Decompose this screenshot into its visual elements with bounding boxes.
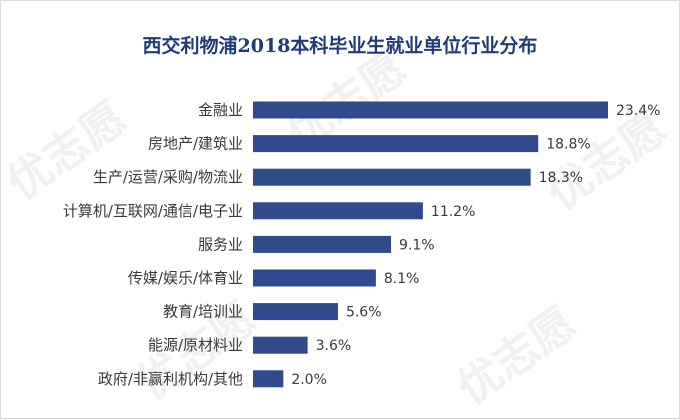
bar [253, 269, 376, 287]
data-label: 23.4% [616, 103, 660, 119]
data-label: 3.6% [316, 338, 352, 354]
watermark: 优志愿 [538, 103, 675, 220]
bar [253, 168, 531, 186]
category-label: 金融业 [198, 101, 243, 119]
data-label: 9.1% [399, 237, 435, 253]
data-label: 11.2% [431, 204, 475, 220]
bar [253, 135, 539, 153]
data-label: 18.3% [539, 170, 583, 186]
category-label: 能源/原材料业 [148, 336, 243, 354]
category-label: 政府/非赢利机构/其他 [98, 370, 243, 388]
category-label: 服务业 [198, 235, 243, 253]
watermark: 优志愿 [1, 93, 135, 210]
data-label: 8.1% [384, 271, 420, 287]
data-label: 5.6% [346, 305, 382, 321]
bar [253, 303, 338, 321]
chart-title: 西交利物浦2018本科毕业生就业单位行业分布 [142, 35, 538, 57]
data-label: 18.8% [546, 137, 590, 153]
watermark: 优志愿 [448, 298, 585, 415]
bar [253, 370, 284, 388]
bar [253, 101, 608, 119]
category-label: 生产/运营/采购/物流业 [93, 168, 243, 186]
bar [253, 202, 423, 220]
category-label: 传媒/娱乐/体育业 [128, 269, 243, 287]
category-label: 教育/培训业 [163, 303, 243, 321]
category-label: 计算机/互联网/通信/电子业 [63, 202, 243, 220]
bar [253, 235, 392, 253]
data-label: 2.0% [291, 372, 327, 388]
bar [253, 336, 308, 354]
category-label: 房地产/建筑业 [148, 135, 243, 153]
